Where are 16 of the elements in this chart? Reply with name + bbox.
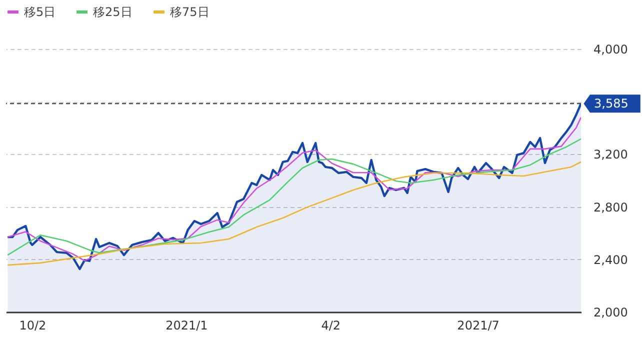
line-series xyxy=(6,161,581,266)
x-tick-label: 2021/1 xyxy=(166,318,208,332)
legend-label: 移25日 xyxy=(93,5,132,19)
y-tick-label: 2,800 xyxy=(594,200,628,214)
ref-line-label: 3,585 xyxy=(594,96,628,111)
y-tick-label: 3,200 xyxy=(594,148,628,162)
x-tick-label: 2021/7 xyxy=(457,318,500,332)
y-tick-label: 2,000 xyxy=(594,306,628,320)
x-tick-label: 4/2 xyxy=(321,318,341,332)
legend-label: 移5日 xyxy=(24,5,56,19)
x-tick-label: 10/2 xyxy=(19,318,46,332)
line-series xyxy=(6,116,581,262)
legend-label: 移75日 xyxy=(170,5,210,19)
y-tick-label: 4,000 xyxy=(594,42,628,56)
y-tick-label: 2,400 xyxy=(594,252,628,267)
line-series xyxy=(6,138,581,256)
